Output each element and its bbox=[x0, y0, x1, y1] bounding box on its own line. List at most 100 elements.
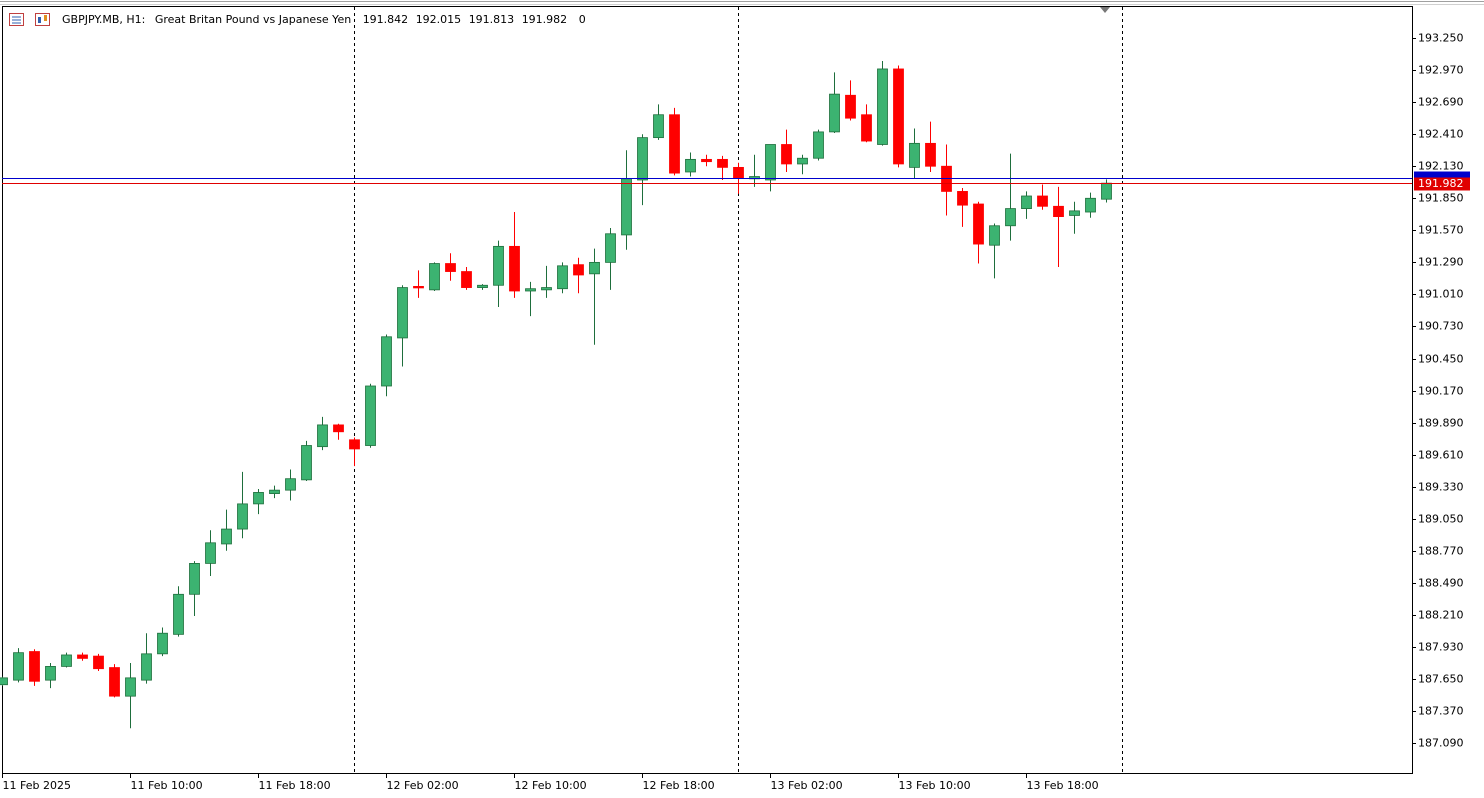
candle-body bbox=[381, 336, 392, 387]
plot-frame bbox=[2, 6, 1413, 774]
candle-body bbox=[605, 233, 616, 263]
candle-body bbox=[765, 144, 776, 181]
candle-body bbox=[61, 654, 72, 667]
candle-body bbox=[125, 677, 136, 697]
candle-body bbox=[573, 264, 584, 276]
candle-body bbox=[333, 424, 344, 433]
open-value: 191.842 bbox=[363, 13, 409, 26]
candle-body bbox=[365, 385, 376, 446]
candle-body bbox=[541, 287, 552, 291]
x-tick-label: 12 Feb 02:00 bbox=[387, 779, 459, 792]
candle-body bbox=[1037, 195, 1048, 207]
header-icons bbox=[9, 13, 50, 26]
candle-body bbox=[829, 93, 840, 133]
volume: 0 bbox=[579, 13, 586, 26]
symbol: GBPJPY.MB, H1: bbox=[62, 13, 145, 26]
candle-body bbox=[1005, 208, 1016, 227]
candle-body bbox=[925, 142, 936, 167]
x-tick-label: 13 Feb 10:00 bbox=[899, 779, 971, 792]
candle-body bbox=[669, 114, 680, 174]
candle-body bbox=[1021, 195, 1032, 209]
candle-body bbox=[429, 263, 440, 291]
candle-body bbox=[77, 654, 88, 659]
candle-body bbox=[141, 653, 152, 681]
candle-body bbox=[109, 667, 120, 697]
candle-body bbox=[29, 651, 40, 682]
y-tick-label: 188.490 bbox=[1418, 577, 1464, 590]
y-tick-label: 189.050 bbox=[1418, 513, 1464, 526]
candle-body bbox=[237, 503, 248, 530]
shift-marker bbox=[1100, 7, 1110, 13]
candle-body bbox=[781, 144, 792, 165]
y-tick-label: 189.890 bbox=[1418, 417, 1464, 430]
candle-body bbox=[413, 286, 424, 289]
y-tick-label: 191.850 bbox=[1418, 192, 1464, 205]
candle-body bbox=[525, 288, 536, 292]
icon bbox=[38, 17, 41, 23]
candle-body bbox=[509, 245, 520, 292]
bid-label: 191.982 bbox=[1418, 177, 1464, 190]
y-tick-label: 190.450 bbox=[1418, 353, 1464, 366]
y-tick-label: 188.210 bbox=[1418, 609, 1464, 622]
y-tick-label: 192.410 bbox=[1418, 128, 1464, 141]
y-tick-label: 189.610 bbox=[1418, 449, 1464, 462]
y-tick-label: 191.570 bbox=[1418, 224, 1464, 237]
candle-body bbox=[285, 478, 296, 491]
bid-label-box bbox=[1414, 177, 1470, 191]
candle-body bbox=[717, 158, 728, 168]
candle-body bbox=[189, 563, 200, 595]
candle-body bbox=[301, 445, 312, 481]
candle-body bbox=[989, 225, 1000, 246]
candle-body bbox=[637, 137, 648, 181]
icon bbox=[35, 13, 50, 26]
y-tick-label: 187.090 bbox=[1418, 737, 1464, 750]
candle-body bbox=[621, 178, 632, 236]
candle-body bbox=[205, 542, 216, 564]
candle-body bbox=[0, 677, 8, 686]
candle-body bbox=[461, 271, 472, 288]
x-tick-label: 11 Feb 2025 bbox=[3, 779, 71, 792]
candle-body bbox=[685, 158, 696, 173]
y-tick-label: 192.690 bbox=[1418, 96, 1464, 109]
y-tick-label: 191.010 bbox=[1418, 288, 1464, 301]
candle-body bbox=[557, 265, 568, 290]
x-tick-label: 13 Feb 18:00 bbox=[1027, 779, 1099, 792]
candle-body bbox=[45, 666, 56, 681]
candle-body bbox=[701, 158, 712, 163]
y-tick-label: 190.170 bbox=[1418, 385, 1464, 398]
high-value: 192.015 bbox=[416, 13, 462, 26]
icon bbox=[44, 15, 47, 21]
y-tick-label: 191.290 bbox=[1418, 256, 1464, 269]
low-value: 191.813 bbox=[469, 13, 515, 26]
candle-body bbox=[797, 157, 808, 165]
candle-body bbox=[93, 655, 104, 670]
y-tick-label: 192.130 bbox=[1418, 160, 1464, 173]
candle-body bbox=[1053, 205, 1064, 217]
chart-header: GBPJPY.MB, H1: Great Britan Pound vs Jap… bbox=[62, 13, 586, 26]
y-tick-label: 189.330 bbox=[1418, 481, 1464, 494]
candle-body bbox=[1085, 197, 1096, 213]
candle-body bbox=[173, 593, 184, 635]
candle-body bbox=[973, 203, 984, 245]
y-tick-label: 187.650 bbox=[1418, 673, 1464, 686]
candle-body bbox=[445, 263, 456, 272]
candle-body bbox=[493, 245, 504, 286]
candle-body bbox=[477, 284, 488, 288]
candle-body bbox=[861, 114, 872, 142]
candle-body bbox=[253, 492, 264, 505]
candle-body bbox=[221, 528, 232, 545]
candle-body bbox=[845, 94, 856, 119]
candle-body bbox=[653, 114, 664, 139]
candle-body bbox=[13, 652, 24, 681]
candle-body bbox=[1101, 182, 1112, 200]
candle-body bbox=[349, 439, 360, 450]
candle-body bbox=[397, 287, 408, 339]
candle-body bbox=[317, 424, 328, 448]
x-tick-label: 13 Feb 02:00 bbox=[771, 779, 843, 792]
candle-body bbox=[269, 489, 280, 494]
y-tick-label: 188.770 bbox=[1418, 545, 1464, 558]
candle-body bbox=[909, 142, 920, 168]
x-tick-label: 11 Feb 10:00 bbox=[131, 779, 203, 792]
